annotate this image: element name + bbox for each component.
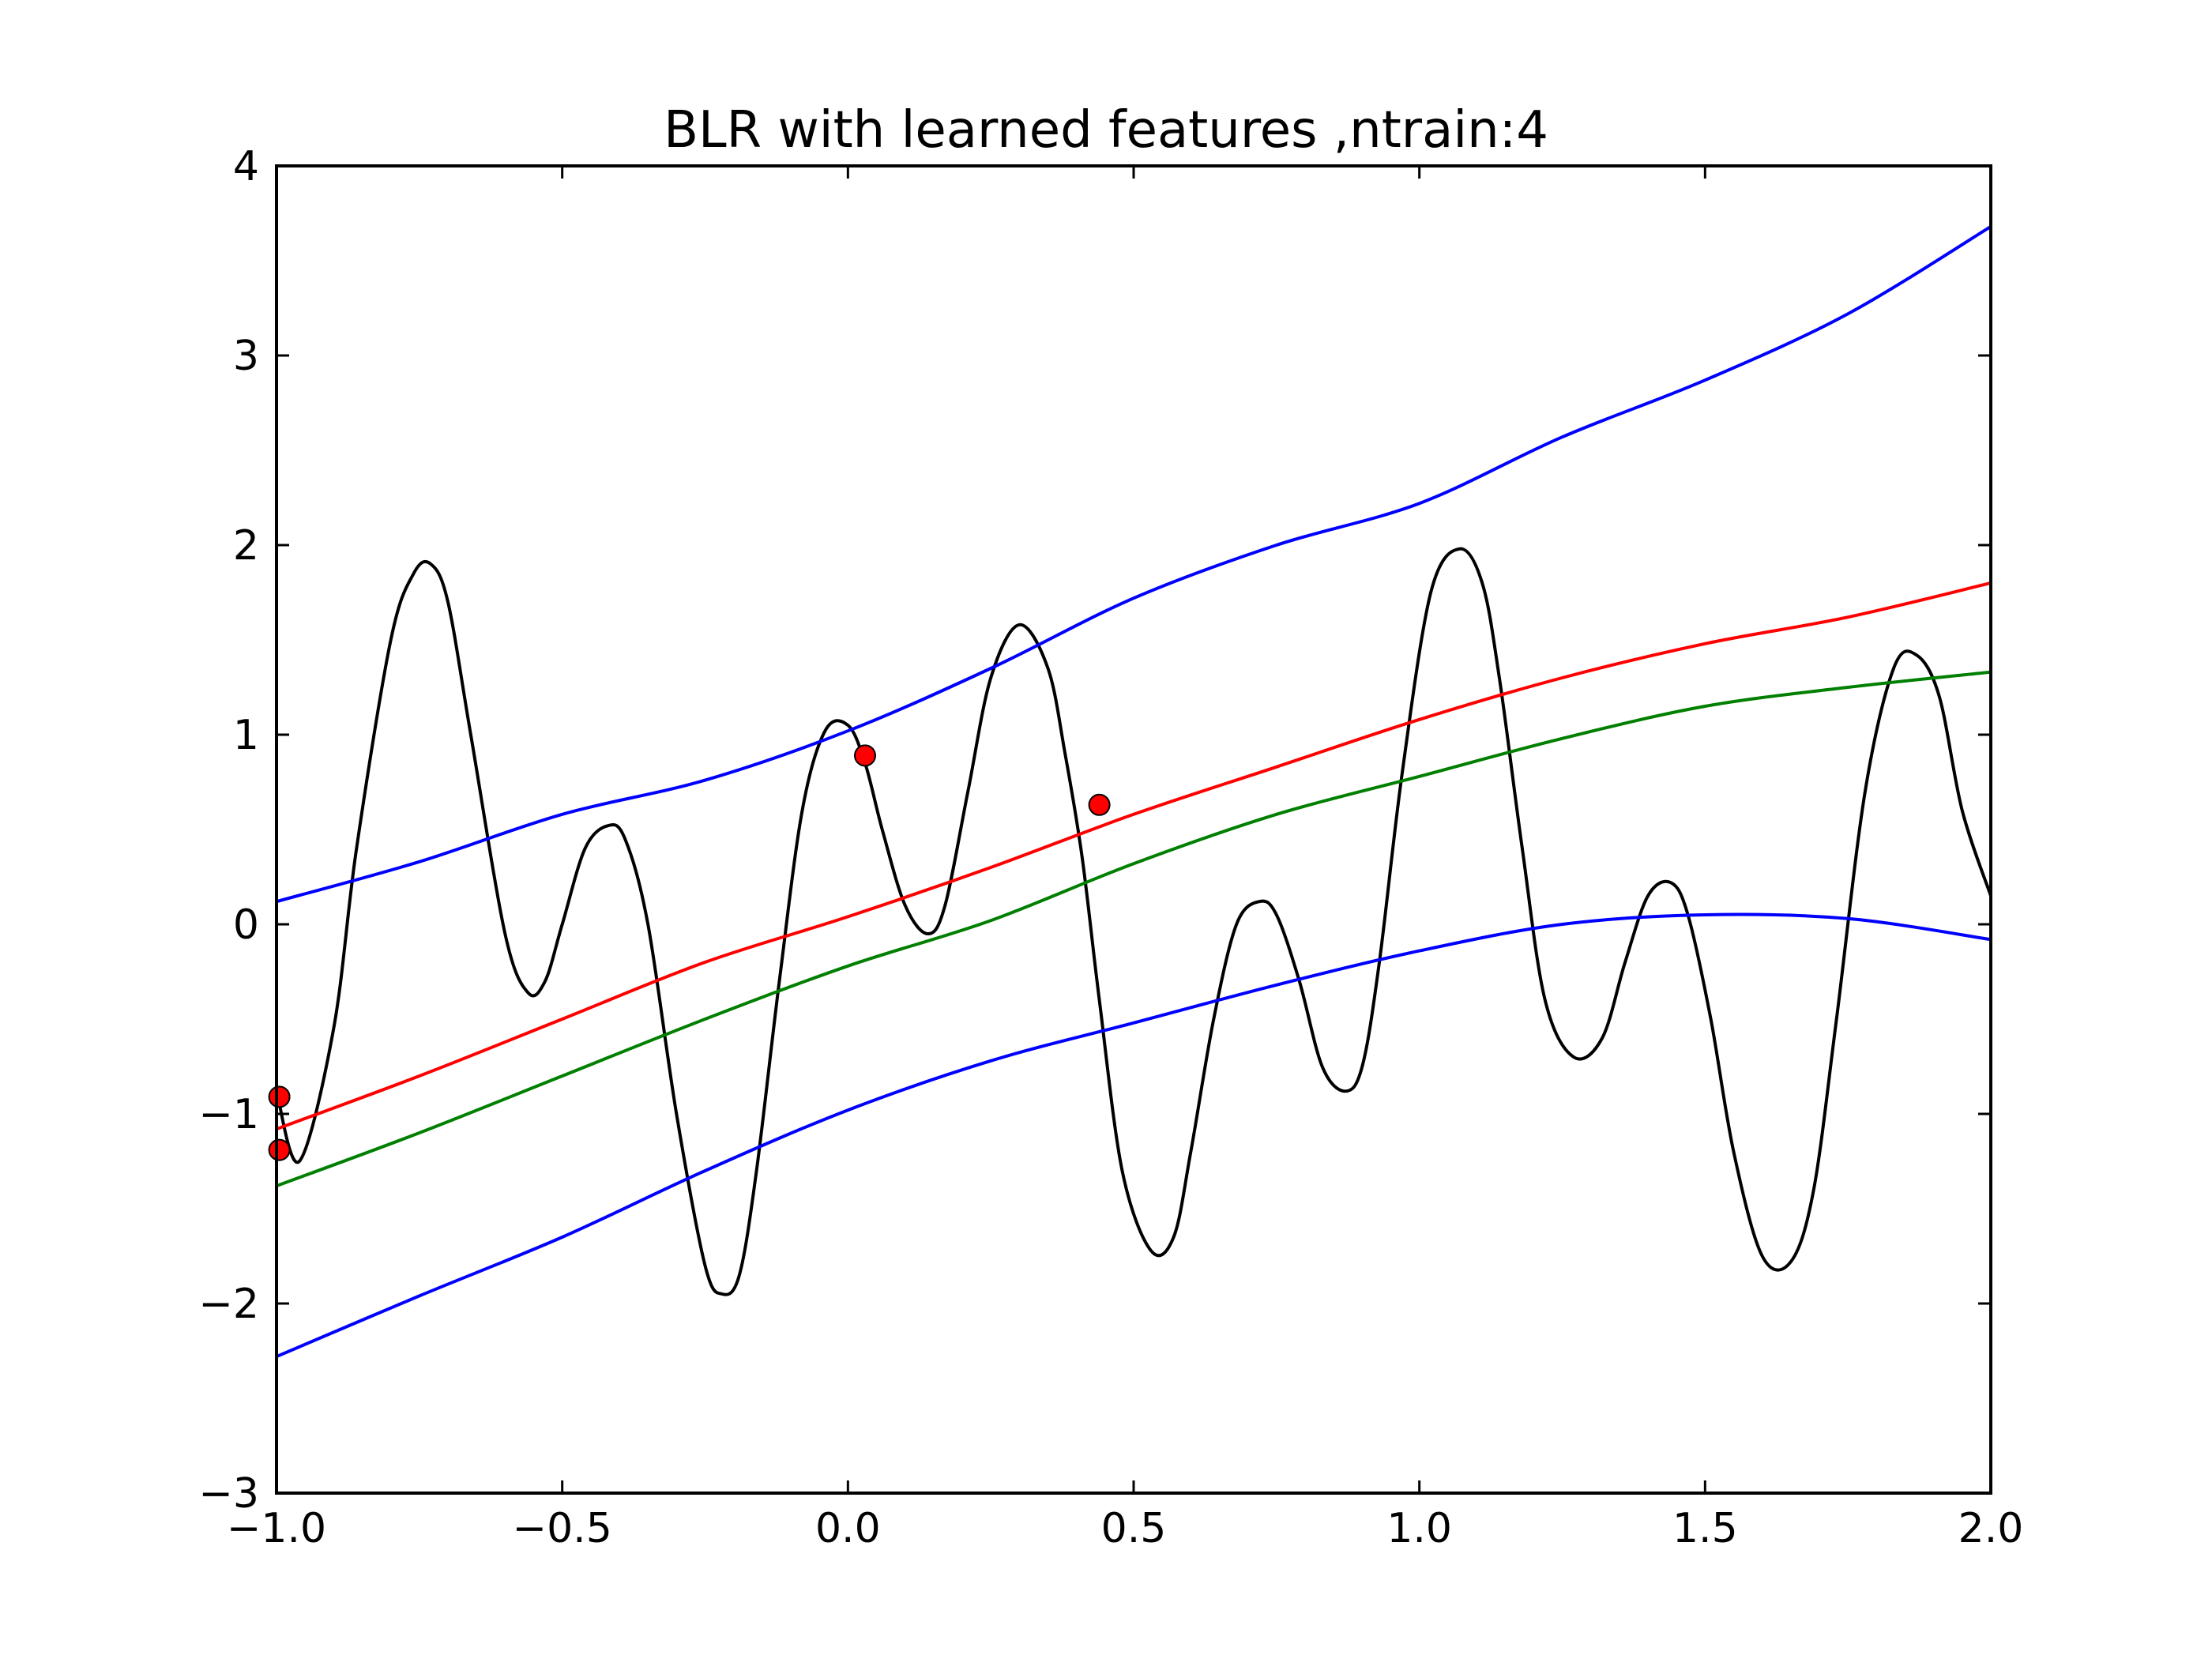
chart-title: BLR with learned features ,ntrain:4 xyxy=(664,101,1548,160)
points-layer xyxy=(268,744,1111,1161)
y-tick-label: 0 xyxy=(233,901,259,949)
x-tick-label: 2.0 xyxy=(1958,1505,2024,1552)
series-line-true-function xyxy=(276,547,1991,1296)
y-tick-label: 2 xyxy=(233,522,259,570)
y-tick-label: −2 xyxy=(198,1281,259,1328)
series-line-lower-bound xyxy=(276,912,1991,1359)
x-tick-label: −1.0 xyxy=(227,1505,326,1552)
x-tick-label: 1.0 xyxy=(1386,1505,1452,1552)
x-tick-labels: −1.0 −0.5 0.0 0.5 1.0 1.5 2.0 xyxy=(227,1505,2023,1552)
y-tick-label: 4 xyxy=(233,143,259,190)
ticks-layer xyxy=(275,164,1992,1495)
y-tick-label: 1 xyxy=(233,712,259,759)
data-point-3 xyxy=(854,744,876,767)
data-point-1 xyxy=(268,1085,291,1108)
series-line-green-curve xyxy=(276,670,1991,1188)
x-tick-label: 1.5 xyxy=(1672,1505,1738,1552)
x-tick-label: 0.5 xyxy=(1101,1505,1167,1552)
data-point-2 xyxy=(268,1138,291,1161)
y-tick-label: −3 xyxy=(198,1470,259,1518)
x-tick-label: 0.0 xyxy=(815,1505,881,1552)
y-tick-label: 3 xyxy=(233,333,259,380)
data-point-4 xyxy=(1088,793,1111,816)
y-tick-label: −1 xyxy=(198,1091,259,1138)
series-layer xyxy=(276,225,1991,1359)
series-line-upper-bound xyxy=(276,225,1991,904)
y-tick-labels: −3 −2 −1 0 1 2 3 4 xyxy=(198,143,259,1518)
x-tick-label: −0.5 xyxy=(513,1505,612,1552)
series-line-predictive-mean xyxy=(276,581,1991,1131)
